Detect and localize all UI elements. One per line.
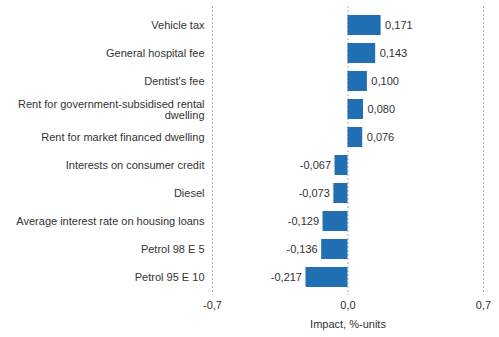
svg-text:Diesel: Diesel <box>174 187 205 199</box>
svg-text:Rent for market financed dwell: Rent for market financed dwelling <box>41 131 204 143</box>
svg-text:Petrol 95 E 10: Petrol 95 E 10 <box>135 271 205 283</box>
svg-text:-0,7: -0,7 <box>203 299 222 311</box>
svg-text:Interests on consumer credit: Interests on consumer credit <box>66 159 205 171</box>
svg-text:-0,129: -0,129 <box>288 215 319 227</box>
svg-text:Vehicle tax: Vehicle tax <box>151 19 205 31</box>
svg-text:-0,073: -0,073 <box>299 187 330 199</box>
svg-text:-0,067: -0,067 <box>300 159 331 171</box>
svg-text:Petrol 98 E 5: Petrol 98 E 5 <box>141 243 205 255</box>
svg-text:0,143: 0,143 <box>380 47 408 59</box>
svg-text:0,100: 0,100 <box>371 75 399 87</box>
svg-text:0,171: 0,171 <box>385 19 413 31</box>
svg-text:General hospital fee: General hospital fee <box>106 47 204 59</box>
svg-text:0,0: 0,0 <box>340 299 355 311</box>
svg-text:Rent for government-subsidised: Rent for government-subsidised rentaldwe… <box>18 98 204 121</box>
svg-text:0,7: 0,7 <box>476 299 491 311</box>
svg-text:0,080: 0,080 <box>367 103 395 115</box>
svg-text:Average interest rate on housi: Average interest rate on housing loans <box>16 215 205 227</box>
svg-text:Dentist's fee: Dentist's fee <box>144 75 204 87</box>
svg-text:-0,217: -0,217 <box>271 271 302 283</box>
svg-text:0,076: 0,076 <box>367 131 395 143</box>
svg-text:Impact, %-units: Impact, %-units <box>310 318 386 330</box>
svg-text:-0,136: -0,136 <box>286 243 317 255</box>
